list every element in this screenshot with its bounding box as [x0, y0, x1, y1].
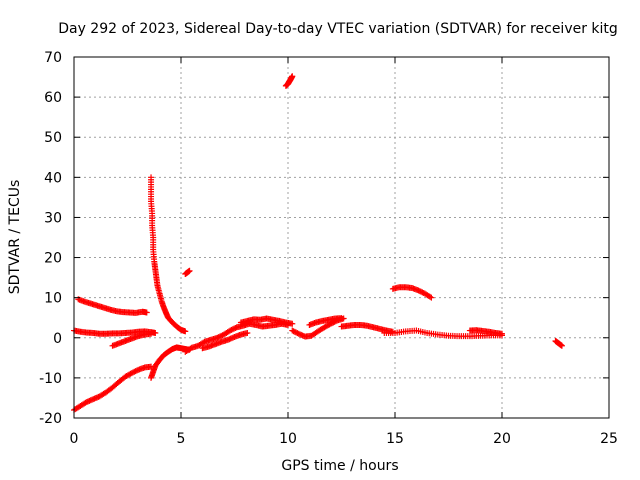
data-point: [499, 330, 505, 337]
y-tick-label: 50: [44, 130, 62, 146]
x-axis: 0 5 10 15 20 25: [70, 57, 618, 447]
x-tick-label: 5: [177, 431, 186, 447]
y-tick-label: 40: [44, 170, 62, 186]
data-points: [71, 73, 565, 413]
data-point: [186, 267, 193, 274]
data-point: [427, 293, 434, 300]
y-tick-label: 60: [44, 90, 62, 106]
x-tick-label: 15: [386, 431, 404, 447]
x-tick-label: 0: [70, 431, 79, 447]
x-tick-label: 10: [279, 431, 297, 447]
series-arc-rising-from-minus18: [71, 363, 155, 413]
series-arc-upper-11-12: [306, 315, 345, 328]
series-arc-top-left-descending: [75, 296, 150, 316]
x-axis-label: GPS time / hours: [281, 458, 398, 474]
series-cluster-19-20: [466, 327, 505, 337]
y-tick-label: 0: [53, 331, 62, 347]
data-point: [558, 342, 565, 349]
y-tick-label: 10: [44, 291, 62, 307]
series-segment-high-63: [282, 73, 296, 89]
y-tick-label: 70: [44, 50, 62, 66]
series-arc-short-rising: [109, 330, 155, 349]
data-point: [289, 73, 296, 80]
y-tick-label: -10: [39, 371, 62, 387]
data-point: [143, 309, 150, 316]
data-point: [152, 329, 159, 336]
y-axis: -20 -10 0 10 20 30 40 50 60 70: [39, 50, 609, 427]
data-point: [182, 328, 189, 335]
grid-lines: [74, 57, 609, 418]
chart-title: Day 292 of 2023, Sidereal Day-to-day VTE…: [58, 21, 618, 37]
y-tick-label: -20: [39, 411, 62, 427]
data-point: [428, 294, 435, 301]
series-cluster-lower-mid: [199, 329, 251, 352]
series-arc-13-15: [338, 321, 396, 335]
series-spike-decay: [148, 174, 189, 335]
y-axis-label: SDTVAR / TECUs: [7, 180, 23, 295]
data-point: [148, 330, 155, 337]
series-short-segment-16: [182, 267, 193, 278]
data-point: [244, 329, 251, 336]
y-tick-label: 20: [44, 251, 62, 267]
plot-frame: [73, 56, 610, 419]
y-tick-label: 30: [44, 210, 62, 226]
series-cluster-upper-mid: [237, 315, 296, 327]
series-short-segment-22: [552, 337, 565, 349]
x-tick-label: 20: [493, 431, 511, 447]
data-point: [338, 315, 345, 322]
series-arc-12-top: [389, 284, 435, 301]
x-tick-label: 25: [600, 431, 618, 447]
data-point: [289, 320, 296, 327]
